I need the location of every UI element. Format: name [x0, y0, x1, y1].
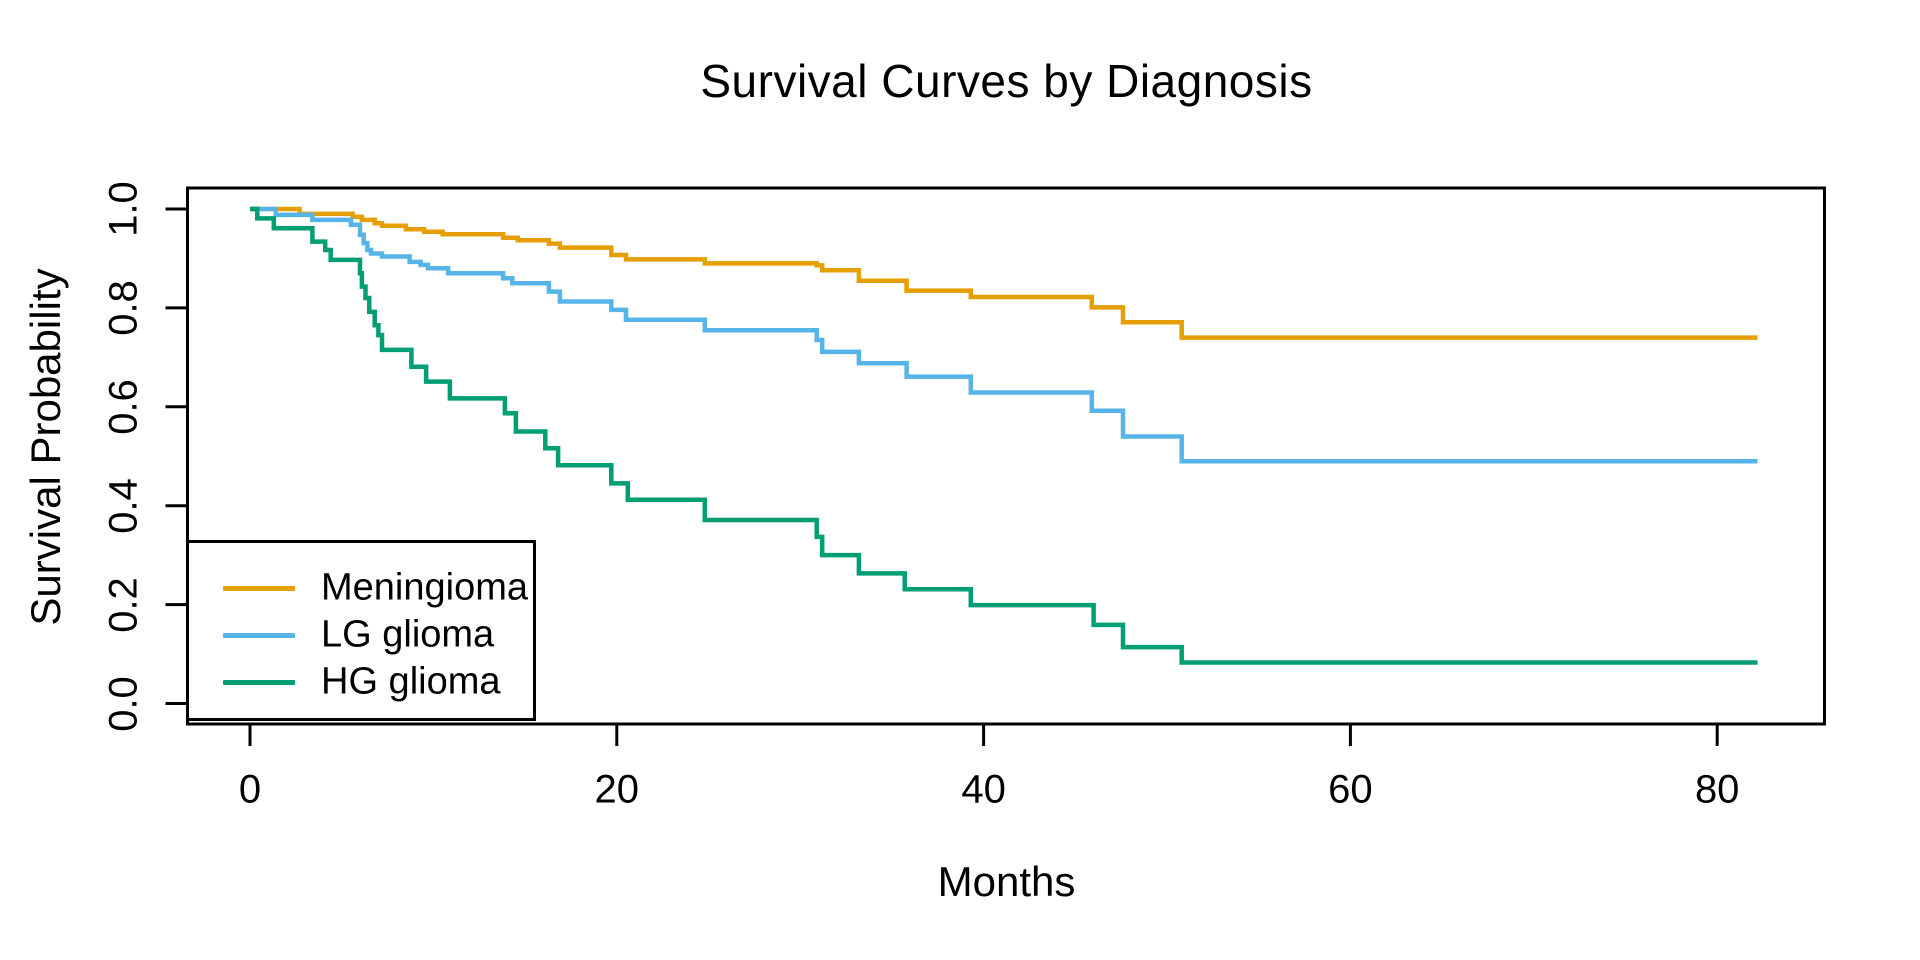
- y-tick-label: 1.0: [101, 181, 146, 237]
- y-tick-label: 0.0: [101, 675, 146, 732]
- legend-line-sample-lg-glioma: [223, 633, 295, 638]
- x-tick-label: 40: [961, 767, 1006, 812]
- legend: Meningioma LG glioma HG glioma: [186, 540, 536, 721]
- survival-curve-meningioma: [250, 206, 1758, 340]
- legend-line-sample-hg-glioma: [223, 680, 295, 685]
- x-axis-label: Months: [937, 858, 1076, 905]
- x-tick-label: 80: [1694, 767, 1740, 812]
- legend-label-hg-glioma: HG glioma: [321, 660, 501, 703]
- y-tick-label: 0.8: [101, 280, 146, 336]
- survival-curve-lg-glioma: [250, 206, 1758, 464]
- x-tick-label: 60: [1328, 767, 1373, 812]
- x-tick-label: 20: [594, 767, 640, 812]
- plot-frame: [186, 186, 1826, 726]
- y-tick-label: 0.2: [101, 576, 146, 633]
- legend-label-meningioma: Meningioma: [321, 566, 528, 609]
- legend-line-sample-meningioma: [223, 586, 295, 591]
- chart-title: Survival Curves by Diagnosis: [700, 55, 1313, 107]
- y-tick-label: 0.4: [101, 477, 146, 534]
- survival-curve-hg-glioma: [250, 206, 1758, 665]
- y-tick-label: 0.6: [101, 378, 146, 435]
- x-tick-label: 0: [238, 767, 262, 812]
- legend-label-lg-glioma: LG glioma: [321, 613, 495, 656]
